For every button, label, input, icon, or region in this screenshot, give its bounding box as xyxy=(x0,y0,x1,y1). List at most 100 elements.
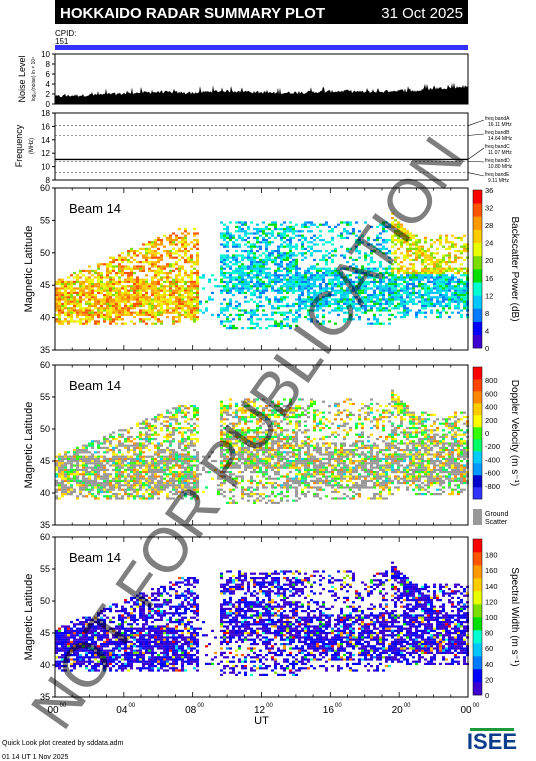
velocity-panel-colorbar-segment xyxy=(473,403,482,416)
power-panel-colorbar-segment xyxy=(473,216,482,230)
velocity-panel-ytick-label: 45 xyxy=(40,456,50,466)
power-panel-colorbar-segment xyxy=(473,334,482,349)
width-panel-ytick-label: 40 xyxy=(40,660,50,670)
width-panel-colorbar-tick-label: 160 xyxy=(485,566,498,575)
noise-ytick-label: 10 xyxy=(41,50,50,59)
width-panel-colorbar-tick-label: 100 xyxy=(485,613,498,622)
velocity-panel-ytick-label: 35 xyxy=(40,520,50,530)
ut-tick-label: 08 xyxy=(185,705,197,716)
power-panel-colorbar-segment xyxy=(473,203,482,217)
power-panel-colorbar-segment xyxy=(473,242,482,257)
isee-logo-text: ISEE xyxy=(467,729,517,754)
noise-ytick-label: 6 xyxy=(46,70,51,79)
noise-ytick-label: 8 xyxy=(46,60,51,69)
footer-timestamp: 01 14 UT 1 Nov 2025 xyxy=(2,754,69,761)
width-panel-colorbar-segment xyxy=(473,630,482,644)
velocity-panel-ylabel: Magnetic Latitude xyxy=(23,402,35,489)
ut-tick-label-minutes: 00 xyxy=(266,703,273,709)
frequency-ytick-label: 14 xyxy=(41,136,50,145)
frequency-band-value: 14.64 MHz xyxy=(488,136,513,142)
frequency-frame xyxy=(54,112,469,181)
velocity-panel-colorbar-tick-label: 0 xyxy=(485,429,489,438)
width-panel-colorbar-tick-label: 0 xyxy=(485,691,489,700)
power-panel-ytick-label: 60 xyxy=(40,183,50,193)
velocity-panel-colorbar-tick-label: 800 xyxy=(485,376,498,385)
velocity-panel-colorbar-segment xyxy=(473,439,482,452)
ut-tick-label: 20 xyxy=(392,705,404,716)
width-panel-ytick-label: 55 xyxy=(40,564,50,574)
ut-tick-label-minutes: 00 xyxy=(404,703,411,709)
frequency-ylabel-unit: (MHz) xyxy=(29,138,35,154)
frequency-band-value: 9.11 MHz xyxy=(488,178,510,184)
velocity-panel-colorbar-segment xyxy=(473,427,482,440)
velocity-panel-colorbar-tick-label: 200 xyxy=(485,416,498,425)
velocity-panel-colorbar-segment xyxy=(473,463,482,476)
frequency-band-leader xyxy=(467,133,485,136)
frequency-band-leader xyxy=(467,119,485,126)
width-panel-ytick-label: 60 xyxy=(40,532,50,542)
ut-tick-label: 00 xyxy=(460,705,472,716)
velocity-panel-colorbar-frame xyxy=(472,366,483,500)
frequency-ytick-label: 10 xyxy=(41,163,50,172)
ground-scatter-label-2: Scatter xyxy=(485,519,508,526)
frequency-band-value: 11.07 MHz xyxy=(488,150,512,156)
noise-ytick-label: 0 xyxy=(46,100,51,109)
frequency-band-value: 16.11 MHz xyxy=(488,122,512,128)
width-panel-colorbar-segment xyxy=(473,617,482,631)
velocity-panel-colorbar-tick-label: 400 xyxy=(485,403,498,412)
power-panel-colorbar-tick-label: 4 xyxy=(485,326,489,335)
velocity-panel-colorbar-segment xyxy=(473,487,482,500)
frequency-band-leader xyxy=(467,147,485,160)
width-panel-cells xyxy=(55,561,469,676)
frequency-band-name: freq bandC xyxy=(485,144,510,150)
velocity-panel-beam-label: Beam 14 xyxy=(69,378,121,393)
velocity-panel-cells xyxy=(55,389,469,504)
frequency-ytick-label: 16 xyxy=(41,122,50,131)
frequency-band-name: freq bandD xyxy=(485,158,510,164)
width-panel-colorbar-tick-label: 120 xyxy=(485,597,498,606)
footer-created: Quick Look plot created by sddata.adm xyxy=(2,740,124,747)
frequency-ylabel: Frequency xyxy=(14,124,24,167)
width-panel-ytick-label: 45 xyxy=(40,628,50,638)
power-panel-colorbar-label: Backscatter Power (dB) xyxy=(509,216,520,321)
noise-frame xyxy=(54,53,469,105)
width-panel-colorbar-label: Spectral Width (m s⁻¹) xyxy=(509,567,520,666)
ut-tick-label: 00 xyxy=(47,705,59,716)
power-panel-colorbar-segment xyxy=(473,190,482,204)
width-panel-colorbar-tick-label: 40 xyxy=(485,660,493,669)
power-panel: Beam 14 35 40 45 50 55 60 Magnetic Latitude 0 4 8 1… xyxy=(23,183,520,355)
width-panel-colorbar-segment xyxy=(473,565,482,579)
power-panel-colorbar-tick-label: 32 xyxy=(485,204,493,213)
power-panel-colorbar-segment xyxy=(473,255,482,270)
width-panel-beam-label: Beam 14 xyxy=(69,550,121,565)
title-bar xyxy=(55,0,468,24)
width-panel-ytick-label: 35 xyxy=(40,692,50,702)
width-panel-colorbar-tick-label: 80 xyxy=(485,629,493,638)
noise-ylabel: Noise Level xyxy=(17,55,27,102)
frequency-ytick-label: 12 xyxy=(41,149,50,158)
width-panel-colorbar-tick-label: 60 xyxy=(485,644,493,653)
power-panel-colorbar-tick-label: 8 xyxy=(485,309,489,318)
width-panel-colorbar-segment xyxy=(473,552,482,566)
ground-scatter-label: Ground xyxy=(485,511,508,518)
ut-tick-label-minutes: 00 xyxy=(128,703,135,709)
power-panel-ytick-label: 35 xyxy=(40,345,50,355)
power-panel-ytick-label: 50 xyxy=(40,248,50,258)
velocity-panel-ytick-label: 60 xyxy=(40,360,50,370)
cpid-value: 151 xyxy=(55,37,69,46)
ut-tick-label-minutes: 00 xyxy=(473,703,480,709)
width-panel-colorbar-segment xyxy=(473,604,482,618)
width-panel-colorbar-tick-label: 140 xyxy=(485,582,498,591)
cpid-label: CPID: xyxy=(55,29,76,38)
ut-axis-label: UT xyxy=(254,715,269,727)
power-panel-cells xyxy=(55,212,469,330)
ground-scatter-swatch xyxy=(473,509,482,525)
power-panel-colorbar-segment xyxy=(473,321,482,336)
power-panel-colorbar-tick-label: 28 xyxy=(485,221,493,230)
frequency-band-name: freq bandB xyxy=(485,130,510,136)
power-panel-ylabel: Magnetic Latitude xyxy=(23,226,35,313)
velocity-panel-colorbar-segment xyxy=(473,367,482,380)
frequency-ytick-label: 8 xyxy=(46,176,51,185)
